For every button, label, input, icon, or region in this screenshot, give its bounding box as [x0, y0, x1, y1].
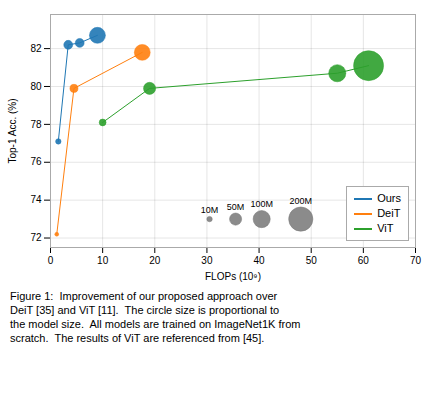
svg-text:10: 10: [97, 255, 109, 266]
svg-text:10M: 10M: [201, 205, 219, 215]
html-text:Ours: Ours: [377, 192, 401, 204]
svg-text:60: 60: [358, 255, 370, 266]
svg-text:FLOPs (10⁹): FLOPs (10⁹): [205, 271, 261, 282]
html-text:the model size. All models are: the model size. All models are trained o…: [10, 318, 301, 330]
svg-text:Top-1 Acc. (%): Top-1 Acc. (%): [7, 98, 18, 163]
html-text:DeiT: DeiT: [377, 207, 401, 219]
svg-text:40: 40: [254, 255, 266, 266]
svg-text:82: 82: [30, 43, 42, 54]
html-text:Figure 1: Improvement of our p: Figure 1: Improvement of our proposed ap…: [10, 290, 278, 302]
svg-text:50M: 50M: [227, 202, 245, 212]
svg-text:72: 72: [30, 232, 42, 243]
html-text:ViT: ViT: [377, 222, 394, 234]
svg-text:20: 20: [149, 255, 161, 266]
svg-text:200M: 200M: [290, 196, 313, 206]
html-text:scratch. The results of ViT ar: scratch. The results of ViT are referenc…: [10, 332, 265, 344]
svg-text:80: 80: [30, 81, 42, 92]
svg-text:78: 78: [30, 119, 42, 130]
svg-text:70: 70: [410, 255, 422, 266]
html-text:DeiT [35] and ViT [11]. The ci: DeiT [35] and ViT [11]. The circle size …: [10, 304, 280, 316]
svg-text:100M: 100M: [250, 199, 273, 209]
svg-text:0: 0: [48, 255, 54, 266]
svg-text:50: 50: [306, 255, 318, 266]
svg-text:74: 74: [30, 194, 42, 205]
svg-text:76: 76: [30, 156, 42, 167]
svg-text:30: 30: [201, 255, 213, 266]
